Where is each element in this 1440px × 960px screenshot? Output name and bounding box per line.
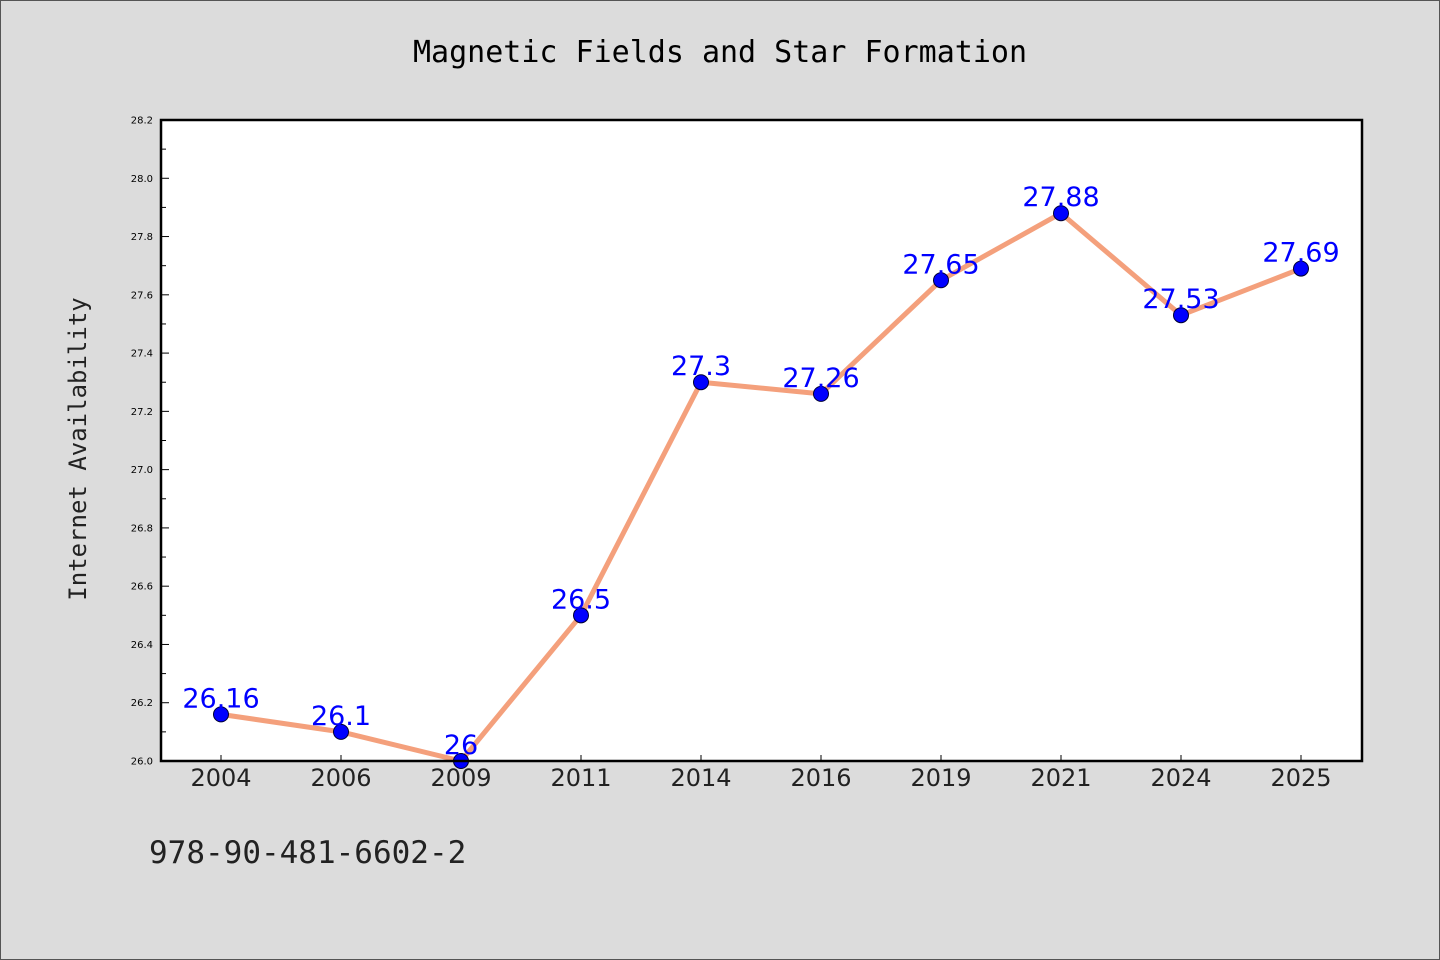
series-line — [218, 210, 1304, 764]
data-label: 27.65 — [902, 249, 979, 280]
isbn-code: 978-90-481-6602-2 — [149, 835, 467, 871]
y-tick-label: 26.2 — [131, 698, 153, 709]
data-point — [333, 723, 349, 740]
data-point — [933, 272, 949, 289]
data-labels: 26.16 26.1 26 26.5 27.3 27.26 27.65 27.88 27.53 2… — [182, 182, 1339, 761]
data-label: 27.26 — [782, 363, 859, 394]
x-tick-label: 2019 — [910, 764, 971, 792]
data-label: 27.53 — [1142, 284, 1219, 315]
data-label: 27.69 — [1262, 238, 1339, 269]
x-tick-label: 2004 — [190, 764, 251, 792]
plot-frame — [159, 118, 1364, 763]
data-label: 27.88 — [1022, 182, 1099, 213]
y-tick-label: 28.0 — [131, 174, 153, 185]
plot-area — [161, 120, 1362, 761]
y-tick-label: 27.4 — [131, 349, 153, 360]
x-tick-label: 2011 — [550, 764, 611, 792]
x-axis-ticks: 2004 2006 2009 2011 2014 2016 2019 2021 2024 2025 — [190, 755, 1332, 792]
y-tick-label: 27.6 — [131, 290, 153, 301]
y-tick-label: 27.2 — [131, 407, 153, 418]
chart-title: Magnetic Fields and Star Formation — [412, 35, 1028, 70]
y-tick-label: 26.4 — [131, 640, 153, 651]
y-tick-label: 27.8 — [131, 232, 153, 243]
x-tick-label: 2024 — [1150, 764, 1211, 792]
y-tick-label: 26.6 — [131, 582, 153, 593]
x-tick-label: 2006 — [310, 764, 371, 792]
data-label: 26.1 — [311, 701, 371, 732]
x-tick-label: 2025 — [1270, 764, 1331, 792]
y-tick-label: 27.0 — [131, 465, 153, 476]
data-point — [213, 706, 229, 723]
data-point — [1173, 307, 1189, 324]
x-tick-label: 2021 — [1030, 764, 1091, 792]
data-label: 26 — [444, 730, 478, 761]
data-point — [813, 385, 829, 402]
data-point — [573, 607, 589, 624]
data-markers — [213, 205, 1309, 769]
y-tick-label: 26.8 — [131, 523, 153, 534]
y-tick-label: 28.2 — [131, 116, 153, 127]
x-tick-label: 2014 — [670, 764, 731, 792]
data-label: 26.5 — [551, 584, 611, 615]
x-tick-label: 2016 — [790, 764, 851, 792]
y-axis-ticks: 26.0 26.2 26.4 26.6 26.8 27.0 27.2 27.4 27.6 27.8… — [131, 116, 169, 768]
data-label: 26.16 — [182, 683, 259, 714]
data-point — [693, 374, 709, 391]
data-point — [1053, 205, 1069, 222]
y-tick-label: 26.0 — [131, 757, 153, 768]
data-point — [1293, 260, 1309, 277]
data-label: 27.3 — [671, 351, 731, 382]
